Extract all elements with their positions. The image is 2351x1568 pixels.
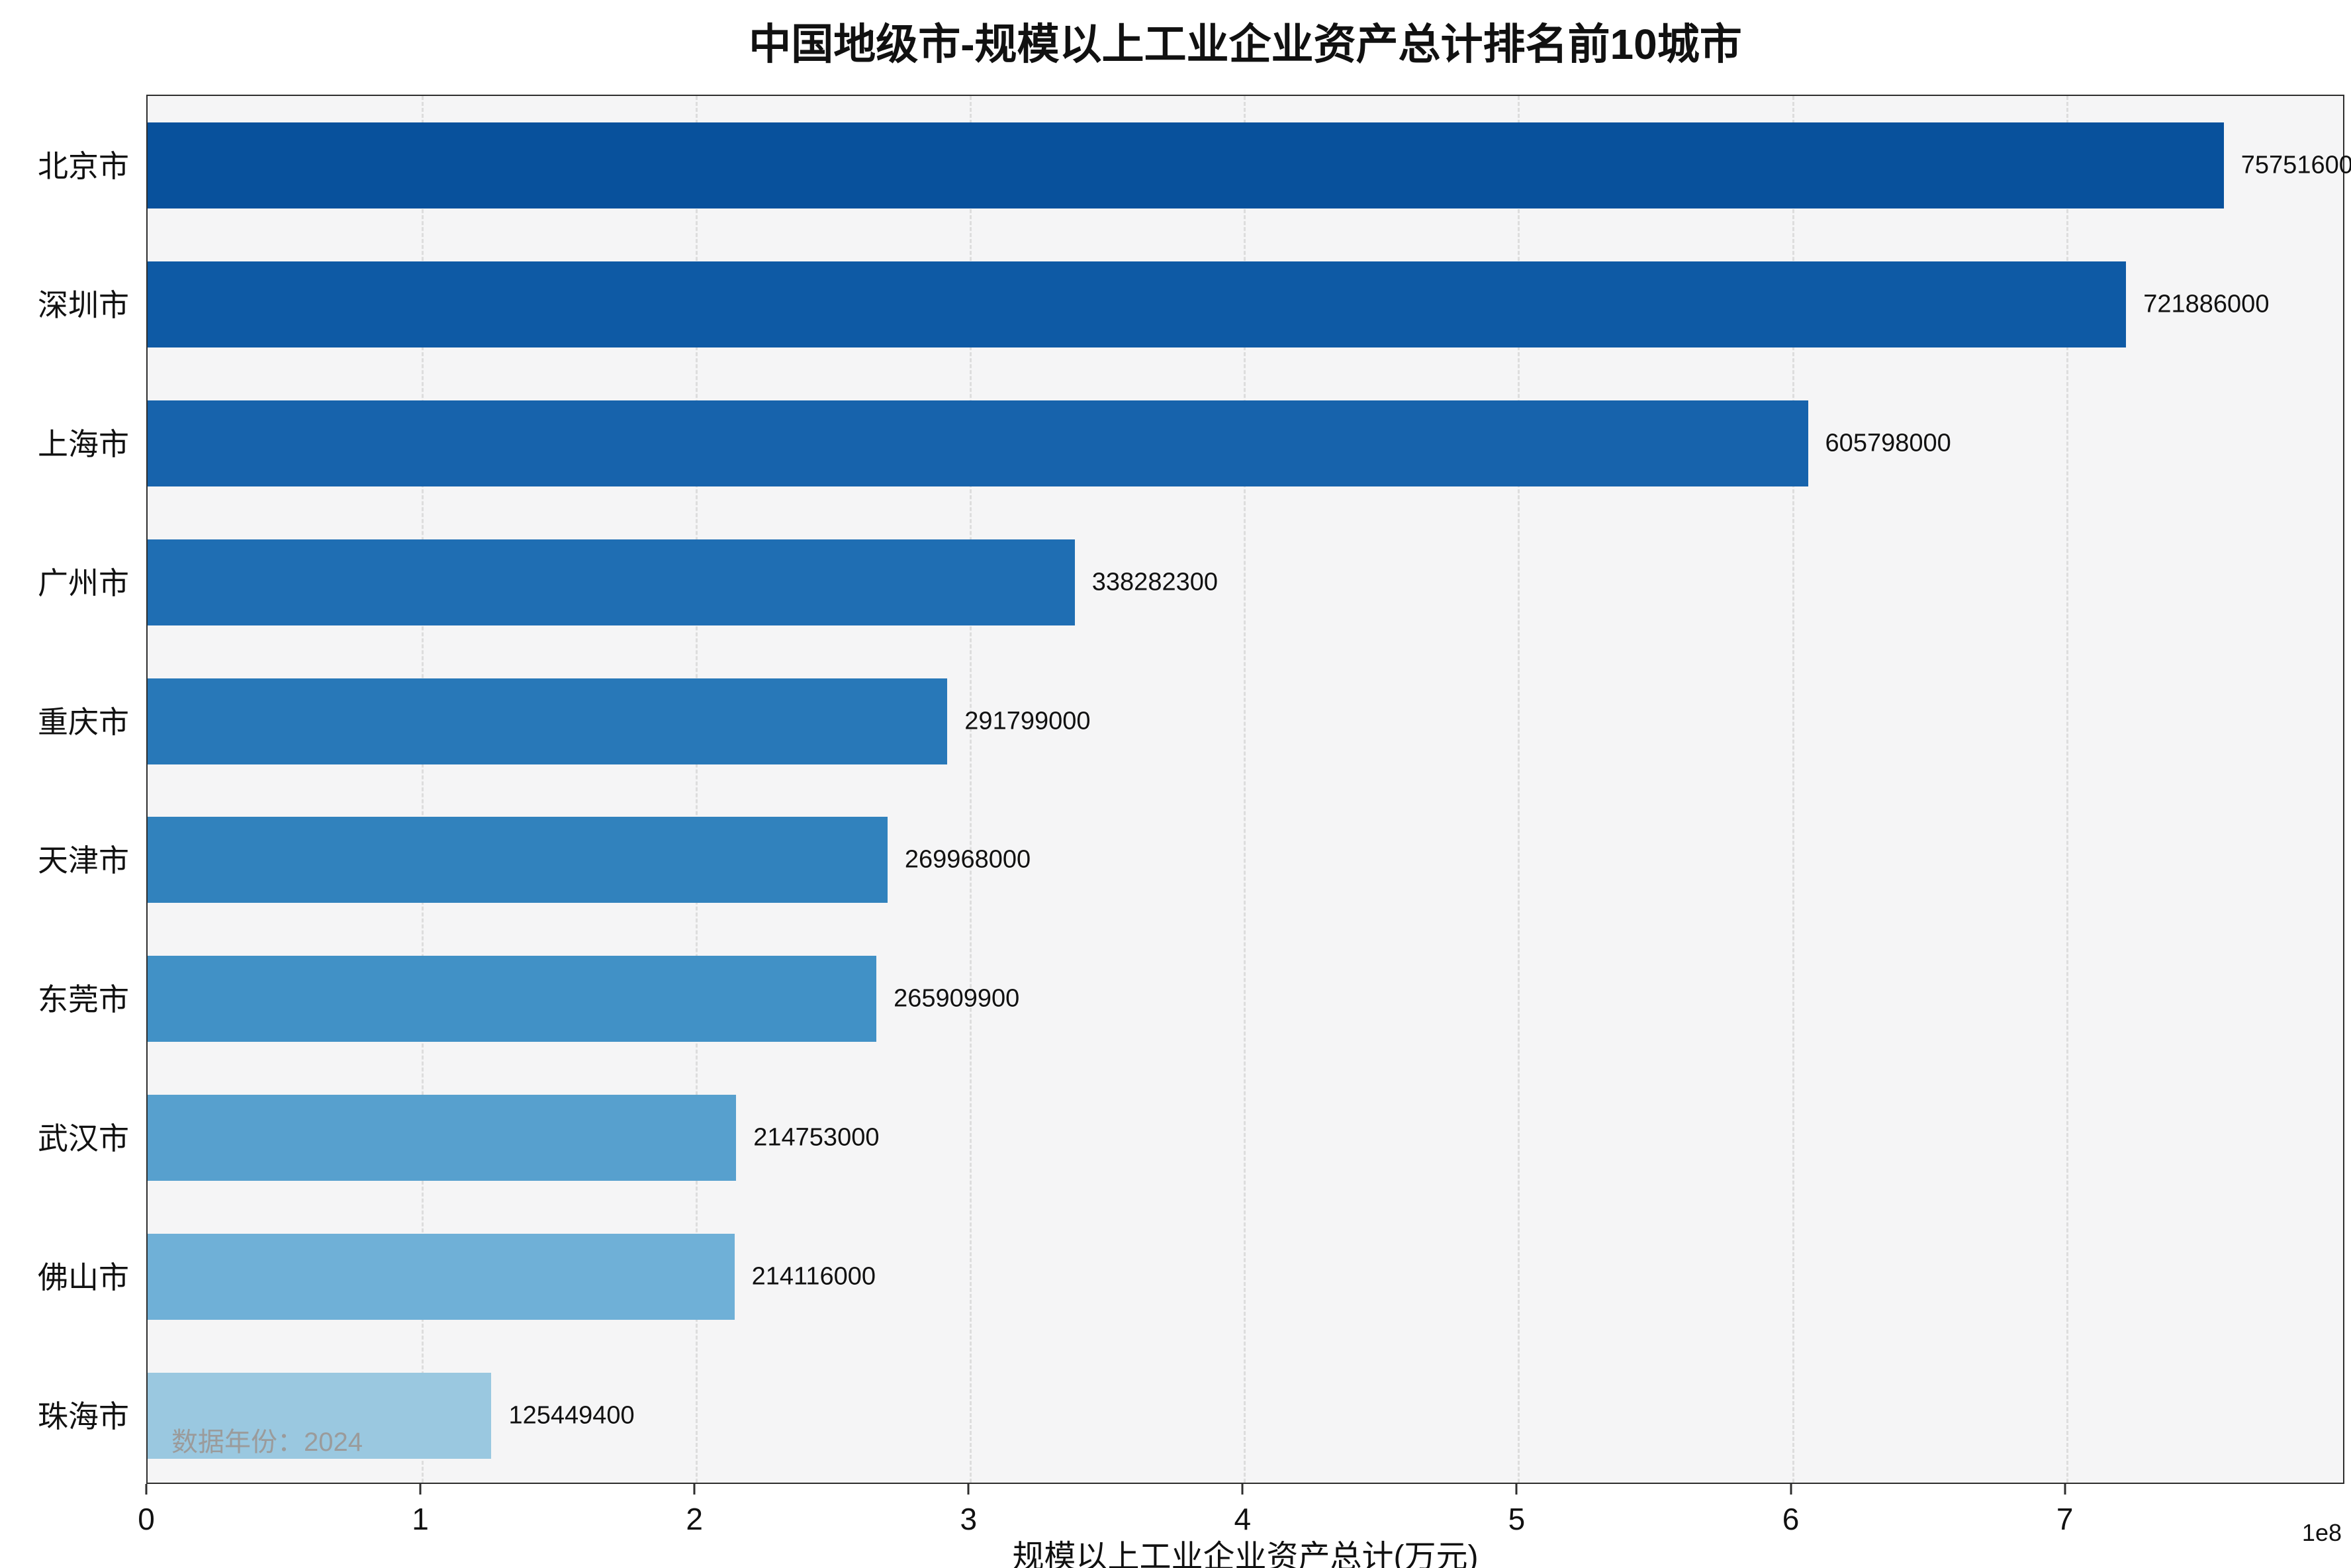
bar <box>148 400 1808 486</box>
x-tick-mark <box>145 1484 148 1495</box>
y-tick-label: 上海市 <box>38 426 129 461</box>
gridline <box>1518 96 1520 1483</box>
gridline <box>1792 96 1794 1483</box>
y-tick-label: 东莞市 <box>38 982 129 1017</box>
plot-area: 数据年份：2024 757516000 721886000 605798000 338… <box>146 95 2351 1484</box>
bar-value-label: 721886000 <box>2143 290 2270 318</box>
x-tick-mark <box>2064 1484 2066 1495</box>
bar <box>148 956 877 1042</box>
bar <box>148 678 948 764</box>
y-tick-label: 天津市 <box>38 843 129 878</box>
x-tick-label: 4 <box>1234 1502 1252 1536</box>
gridline <box>970 96 972 1483</box>
bar-value-label: 291799000 <box>964 707 1091 735</box>
bar <box>148 122 2224 208</box>
bar <box>148 1095 737 1181</box>
y-tick-label: 珠海市 <box>38 1399 129 1434</box>
x-tick-mark <box>419 1484 422 1495</box>
x-tick-label: 0 <box>138 1502 155 1536</box>
bar-value-label: 214753000 <box>753 1123 880 1152</box>
x-tick-mark <box>967 1484 970 1495</box>
bar <box>148 261 2127 347</box>
gridline <box>2066 96 2068 1483</box>
y-tick-label: 佛山市 <box>38 1260 129 1295</box>
data-year-annotation: 数据年份：2024 <box>171 1428 363 1457</box>
bar <box>148 1373 492 1459</box>
bar-value-label: 605798000 <box>1825 429 1951 457</box>
x-tick-label: 3 <box>960 1502 978 1536</box>
y-tick-label: 广州市 <box>38 565 129 600</box>
x-tick-label: 2 <box>686 1502 703 1536</box>
y-tick-label: 重庆市 <box>38 704 129 739</box>
bar-value-label: 269968000 <box>904 845 1031 874</box>
bar-value-label: 265909900 <box>894 984 1020 1013</box>
x-axis-offset-label: 1e8 <box>2301 1519 2342 1546</box>
bar <box>148 817 888 903</box>
x-tick-mark <box>1790 1484 1792 1495</box>
bar-value-label: 125449400 <box>508 1401 635 1430</box>
x-tick-label: 1 <box>412 1502 429 1536</box>
bar-value-label: 757516000 <box>2240 151 2351 179</box>
y-tick-label: 深圳市 <box>38 287 129 322</box>
bar <box>148 539 1075 625</box>
x-tick-mark <box>1515 1484 1518 1495</box>
y-tick-label: 北京市 <box>38 148 129 183</box>
x-tick-mark <box>693 1484 696 1495</box>
chart-title: 中国地级市-规模以上工业企业资产总计排名前10城市 <box>749 21 1742 68</box>
x-tick-label: 5 <box>1508 1502 1526 1536</box>
bar-value-label: 214116000 <box>751 1262 876 1291</box>
gridline <box>422 96 424 1483</box>
x-tick-mark <box>1241 1484 1244 1495</box>
y-tick-label: 武汉市 <box>38 1121 129 1156</box>
x-axis-label: 规模以上工业企业资产总计(万元) <box>1012 1540 1479 1568</box>
gridline <box>1244 96 1246 1483</box>
bar-value-label: 338282300 <box>1091 568 1218 596</box>
bar <box>148 1234 735 1320</box>
x-tick-label: 6 <box>1782 1502 1800 1536</box>
gridline <box>696 96 698 1483</box>
x-tick-label: 7 <box>2056 1502 2074 1536</box>
